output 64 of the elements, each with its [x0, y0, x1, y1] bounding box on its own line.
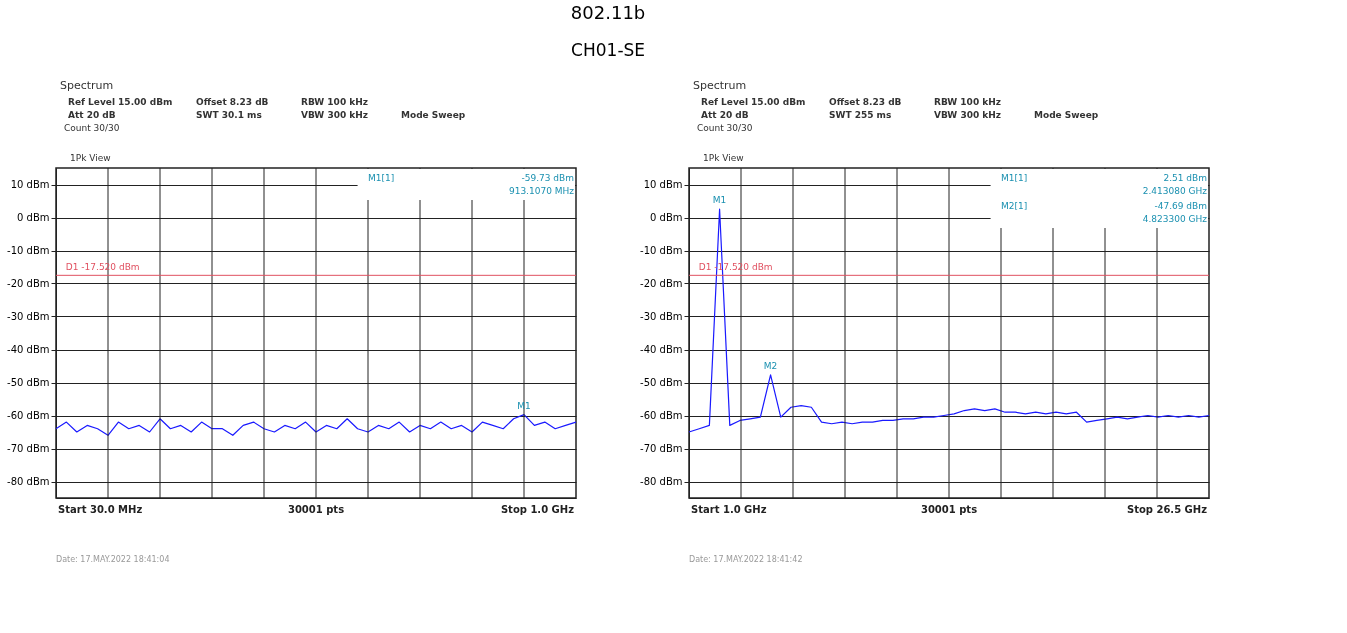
text: Date: 17.MAY.2022 18:41:04: [56, 555, 170, 564]
text: Offset 8.23 dB: [829, 97, 902, 107]
y-tick-label: -60 dBm: [7, 410, 50, 421]
y-tick-label: -30 dBm: [640, 311, 683, 322]
line-series: [688, 208, 1210, 433]
annotation: 2.413080 GHz: [1142, 186, 1208, 196]
y-tick-label: 0 dBm: [17, 212, 50, 223]
y-tick-label: -40 dBm: [640, 344, 683, 355]
y-tick-label: -10 dBm: [640, 245, 683, 256]
y-tick-label: -80 dBm: [7, 476, 50, 487]
text: Mode Sweep: [401, 110, 466, 120]
text: SWT 30.1 ms: [196, 110, 262, 120]
text: Att 20 dB: [68, 110, 116, 120]
y-tick-label: -80 dBm: [640, 476, 683, 487]
chart-subtitle: CH01-SE: [571, 40, 646, 61]
text: Count 30/30: [64, 123, 120, 133]
y-tick-label: -20 dBm: [7, 278, 50, 289]
text: RBW 100 kHz: [934, 97, 1002, 107]
text: 30001 pts: [920, 504, 978, 515]
text: Count 30/30: [697, 123, 753, 133]
y-tick-label: -70 dBm: [640, 443, 683, 454]
annotation: M1[1]: [368, 173, 395, 183]
text: VBW 300 kHz: [301, 110, 369, 120]
text: Stop 26.5 GHz: [1126, 504, 1208, 515]
annotation: 4.823300 GHz: [1142, 214, 1208, 224]
annotation: M2: [763, 360, 778, 371]
annotation: 2.51 dBm: [1163, 173, 1207, 183]
text: Ref Level 15.00 dBm: [701, 97, 806, 107]
annotation: -47.69 dBm: [1154, 201, 1207, 211]
y-tick-label: 0 dBm: [650, 212, 683, 223]
y-tick-label: -40 dBm: [7, 344, 50, 355]
annotation: M1: [517, 400, 531, 411]
line-series: [55, 414, 577, 436]
text: Mode Sweep: [1034, 110, 1099, 120]
y-tick-label: -70 dBm: [7, 443, 50, 454]
text: 1Pk View: [703, 153, 744, 163]
text: Start 1.0 GHz: [691, 504, 767, 515]
text: Stop 1.0 GHz: [500, 504, 575, 515]
text: 30001 pts: [287, 504, 345, 515]
y-tick-label: -30 dBm: [7, 311, 50, 322]
y-tick-label: 10 dBm: [10, 179, 50, 190]
text: Att 20 dB: [701, 110, 749, 120]
y-tick-label: 10 dBm: [643, 179, 683, 190]
y-tick-label: -50 dBm: [7, 377, 50, 388]
y-tick-label: -10 dBm: [7, 245, 50, 256]
chart-title: 802.11b: [570, 2, 646, 24]
annotation: 913.1070 MHz: [508, 186, 575, 196]
text: Offset 8.23 dB: [196, 97, 269, 107]
annotation: M1: [712, 195, 727, 206]
y-tick-label: -50 dBm: [640, 377, 683, 388]
text: 1Pk View: [70, 153, 111, 163]
text: Date: 17.MAY.2022 18:41:42: [689, 555, 803, 564]
text: SWT 255 ms: [829, 110, 892, 120]
y-tick-label: -60 dBm: [640, 410, 683, 421]
text: Spectrum: [60, 79, 114, 92]
text: VBW 300 kHz: [934, 110, 1002, 120]
text: Ref Level 15.00 dBm: [68, 97, 173, 107]
annotation: -59.73 dBm: [521, 173, 574, 183]
y-tick-label: -20 dBm: [640, 278, 683, 289]
annotation: M2[1]: [1001, 201, 1028, 211]
text: Start 30.0 MHz: [58, 504, 143, 515]
text: RBW 100 kHz: [301, 97, 369, 107]
annotation: M1[1]: [1001, 173, 1028, 183]
text: Spectrum: [693, 79, 747, 92]
